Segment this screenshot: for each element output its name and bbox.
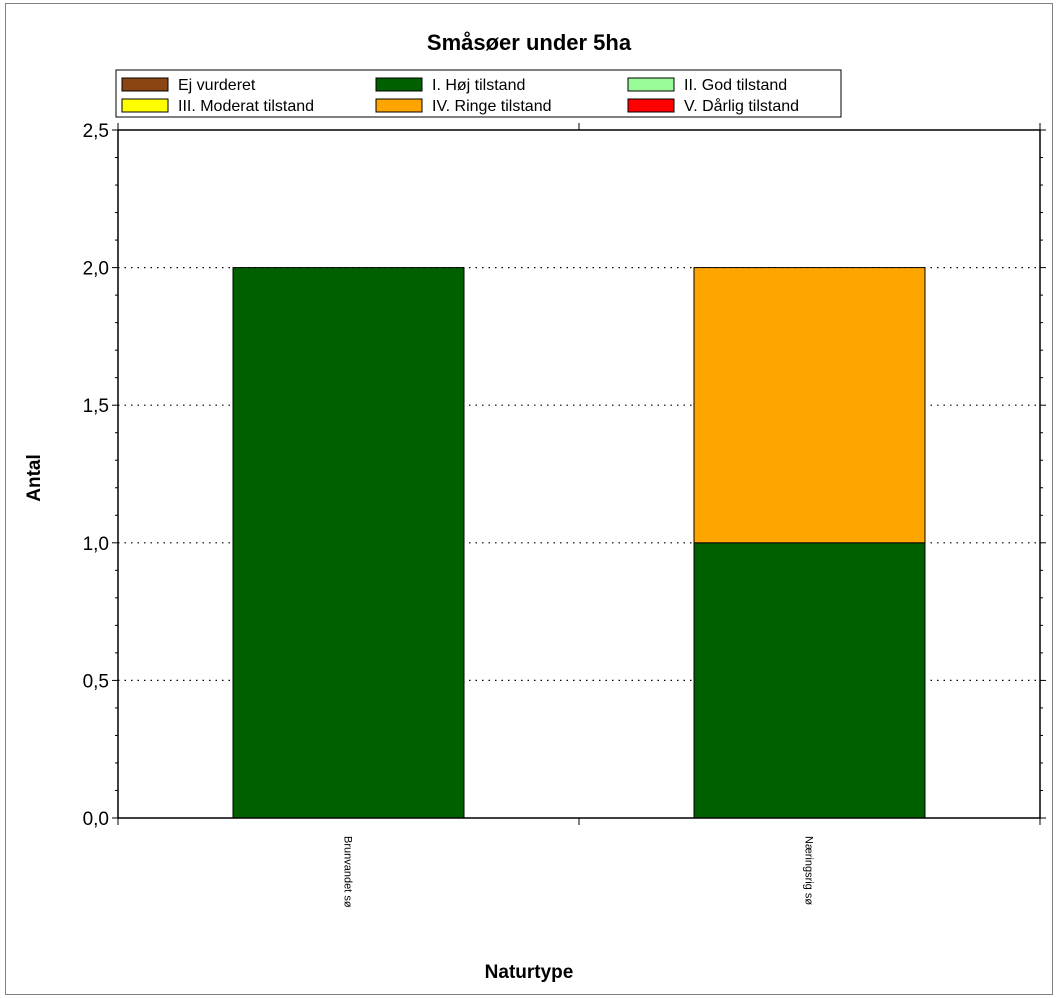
bar-segment — [232, 267, 465, 819]
y-tick-label: 0,5 — [83, 671, 109, 692]
bar-segment — [693, 542, 926, 819]
y-tick-label: 1,0 — [83, 534, 109, 555]
y-axis-title: Antal — [24, 454, 45, 502]
legend-label: Ej vurderet — [178, 77, 256, 94]
x-tick-label: Brunvandet sø — [342, 836, 354, 908]
legend-swatch — [375, 77, 423, 92]
bar-segment — [693, 267, 926, 544]
x-axis-title: Naturtype — [485, 962, 574, 983]
legend-label: IV. Ringe tilstand — [432, 98, 551, 115]
axes: 0,0 0,5 1,0 1,5 2,0 2,5 Brunvandet sø Næringsri… — [83, 121, 1046, 908]
legend-label: II. God tilstand — [684, 77, 787, 94]
x-tick-label: Næringsrig sø — [803, 836, 815, 905]
y-tick-label: 2,0 — [83, 259, 109, 280]
legend-label: III. Moderat tilstand — [178, 98, 314, 115]
y-tick-label: 0,0 — [83, 809, 109, 830]
legend-swatch — [121, 98, 169, 113]
y-tick-label: 2,5 — [83, 121, 109, 142]
legend-swatch — [627, 98, 675, 113]
bars — [232, 267, 926, 819]
legend-swatch — [121, 77, 169, 92]
legend-swatch — [375, 98, 423, 113]
legend-label: V. Dårlig tilstand — [684, 97, 799, 115]
legend-label: I. Høj tilstand — [432, 77, 525, 94]
y-tick-label: 1,5 — [83, 396, 109, 417]
legend-box — [115, 69, 842, 118]
legend-swatch — [627, 77, 675, 92]
chart-title: Småsøer under 5ha — [427, 30, 632, 55]
legend: Ej vurderet I. Høj tilstand II. God tilsta… — [115, 69, 842, 118]
